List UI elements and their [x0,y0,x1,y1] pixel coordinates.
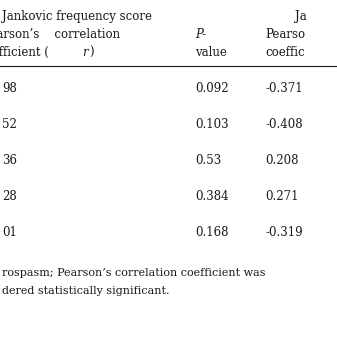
Text: 0.103: 0.103 [195,118,228,131]
Text: coeffic: coeffic [265,46,305,59]
Text: 0.168: 0.168 [195,226,228,239]
Text: r: r [82,46,88,59]
Text: Ja: Ja [295,10,307,23]
Text: 52: 52 [2,118,17,131]
Text: 28: 28 [2,190,17,203]
Text: ): ) [89,46,94,59]
Text: coefficient (: coefficient ( [0,46,49,59]
Text: 0.384: 0.384 [195,190,228,203]
Text: 0.208: 0.208 [265,154,299,167]
Text: dered statistically significant.: dered statistically significant. [2,286,170,296]
Text: Pearson’s    correlation: Pearson’s correlation [0,28,120,41]
Text: 0.53: 0.53 [195,154,221,167]
Text: value: value [195,46,227,59]
Text: P-: P- [195,28,206,41]
Text: 36: 36 [2,154,17,167]
Text: 0.092: 0.092 [195,82,228,95]
Text: Jankovic frequency score: Jankovic frequency score [2,10,152,23]
Text: -0.319: -0.319 [265,226,303,239]
Text: -0.408: -0.408 [265,118,303,131]
Text: -0.371: -0.371 [265,82,303,95]
Text: Pearso: Pearso [265,28,305,41]
Text: 98: 98 [2,82,17,95]
Text: 01: 01 [2,226,17,239]
Text: 0.271: 0.271 [265,190,299,203]
Text: rospasm; Pearson’s correlation coefficient was: rospasm; Pearson’s correlation coefficie… [2,268,266,278]
